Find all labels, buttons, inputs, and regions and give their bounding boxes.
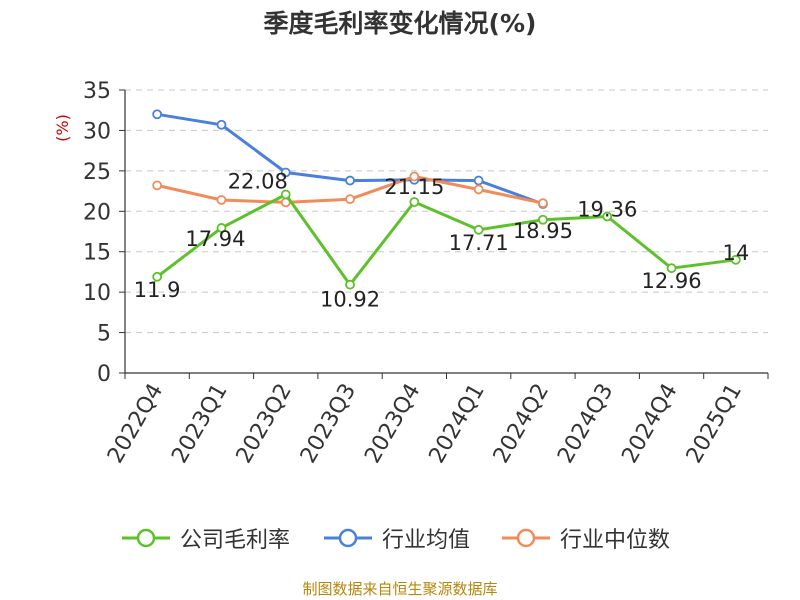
data-point-industry-mean (473, 175, 484, 186)
data-point-industry-mean (152, 109, 163, 120)
x-tick-label: 2024Q4 (617, 380, 682, 468)
y-axis-label: (%) (53, 114, 72, 142)
data-point-company-gross-margin (730, 254, 741, 265)
y-tick-label: 15 (83, 241, 111, 266)
source-note: 制图数据来自恒生聚源数据库 (302, 580, 498, 598)
grid-layer (125, 89, 768, 334)
legend-label-industry-mean: 行业均值 (382, 528, 471, 553)
chart-title: 季度毛利率变化情况(%) (263, 9, 537, 38)
x-tick-label: 2023Q2 (232, 380, 297, 468)
series-line-company-gross-margin (156, 193, 737, 287)
x-tick-label: 2024Q3 (553, 380, 618, 468)
data-point-industry-median (345, 194, 355, 205)
data-point-company-gross-margin (602, 211, 613, 222)
legend-marker-company (122, 528, 170, 548)
legend-label-company: 公司毛利率 (180, 528, 291, 553)
data-point-company-gross-margin (666, 263, 677, 274)
data-point-company-gross-margin (409, 197, 420, 207)
x-tick-label: 2022Q4 (103, 380, 168, 468)
data-label: 17.71 (449, 231, 509, 255)
data-point-industry-median (473, 184, 484, 195)
series-layer (152, 109, 741, 290)
data-point-company-gross-margin (216, 223, 227, 233)
y-tick-label: 10 (83, 281, 111, 306)
data-point-industry-mean (216, 119, 227, 130)
data-label: 19.36 (577, 197, 637, 221)
data-label: 10.92 (320, 288, 380, 312)
data-label: 12.96 (641, 269, 701, 293)
y-tick-label: 25 (83, 160, 111, 185)
y-tick-label: 5 (97, 322, 111, 347)
y-tick-label: 20 (83, 200, 111, 225)
data-point-industry-median (152, 180, 163, 191)
data-point-industry-median (216, 195, 227, 205)
x-tick-label: 2023Q3 (296, 380, 361, 468)
x-tick-label: 2023Q4 (360, 380, 425, 468)
data-label: 17.94 (185, 227, 245, 251)
legend-item-industry-median[interactable]: 行业中位数 (500, 518, 670, 558)
data-point-company-gross-margin (473, 224, 484, 235)
legend-marker-industry-median (502, 528, 550, 548)
data-point-industry-median (409, 171, 420, 182)
data-label: 18.95 (513, 219, 573, 243)
data-point-industry-median (538, 198, 548, 209)
data-label: 21.15 (384, 175, 444, 199)
data-label: 11.9 (134, 278, 181, 302)
data-point-industry-mean (280, 167, 291, 178)
legend-item-company[interactable]: 公司毛利率 (120, 518, 290, 558)
data-label: 14 (722, 241, 749, 265)
x-tick-label: 2025Q1 (682, 380, 747, 468)
data-point-industry-mean (345, 175, 355, 186)
data-label: 22.08 (228, 169, 288, 193)
data-point-company-gross-margin (152, 271, 163, 282)
data-point-company-gross-margin (280, 189, 291, 200)
y-tick-label: 30 (83, 119, 111, 144)
legend-label-industry-median: 行业中位数 (560, 528, 671, 553)
data-point-company-gross-margin (345, 279, 355, 290)
x-tick-label: 2023Q1 (167, 380, 232, 468)
y-tick-label: 0 (97, 362, 111, 387)
legend: 公司毛利率 行业均值 行业中位数 (0, 518, 800, 558)
legend-item-industry-mean[interactable]: 行业均值 (322, 518, 470, 558)
legend-marker-industry-mean (324, 528, 372, 548)
data-point-company-gross-margin (538, 214, 548, 225)
x-tick-label: 2024Q1 (425, 380, 490, 468)
y-tick-label: 35 (83, 79, 111, 104)
x-tick-label: 2024Q2 (489, 380, 554, 468)
